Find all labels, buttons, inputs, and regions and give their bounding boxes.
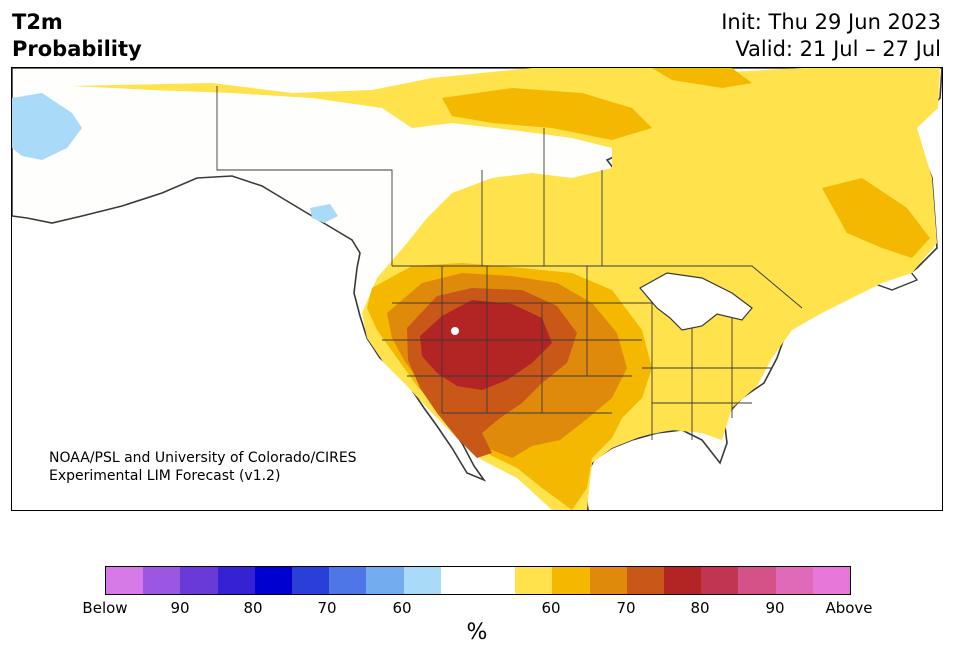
- probability-map: [11, 67, 943, 511]
- credit-text: NOAA/PSL and University of Colorado/CIRE…: [49, 449, 357, 485]
- forecast-dates: Init: Thu 29 Jun 2023 Valid: 21 Jul – 27…: [721, 9, 941, 63]
- colorbar-segment: [478, 567, 516, 594]
- colorbar-segment: [440, 567, 479, 594]
- colorbar-segment: [254, 567, 293, 594]
- colorbar-segment: [701, 567, 739, 594]
- colorbar-segment: [775, 567, 813, 594]
- above-90-region: [420, 300, 552, 390]
- colorbar-tick: 70: [317, 599, 337, 617]
- valid-dates: Valid: 21 Jul – 27 Jul: [735, 37, 941, 61]
- colorbar-segment: [143, 567, 181, 594]
- init-date: Init: Thu 29 Jun 2023: [721, 10, 941, 34]
- colorbar-segment: [626, 567, 665, 594]
- colorbar-tick: 60: [541, 599, 561, 617]
- colorbar-segment: [403, 567, 441, 594]
- colorbar-tick: 90: [765, 599, 785, 617]
- colorbar-segment: [515, 567, 553, 594]
- below-50-60-pacific: [310, 204, 338, 223]
- map-title: T2m Probability: [12, 9, 142, 63]
- quantity-label: Probability: [12, 37, 142, 61]
- colorbar-segment: [738, 567, 776, 594]
- variable-label: T2m: [12, 10, 63, 34]
- colorbar-segment: [106, 567, 144, 594]
- colorbar-segment: [366, 567, 404, 594]
- political-boundaries: [216, 86, 803, 440]
- colorbar-segment: [589, 567, 627, 594]
- colorbar-segment: [812, 567, 851, 594]
- colorbar-segment: [180, 567, 218, 594]
- colorbar-unit: %: [466, 620, 488, 645]
- colorbar: [105, 566, 851, 595]
- colorbar-tick: 70: [616, 599, 636, 617]
- colorbar-tick: 60: [392, 599, 412, 617]
- colorbar-segment: [217, 567, 255, 594]
- salt-lake-marker: [451, 327, 459, 335]
- colorbar-tick: 80: [243, 599, 263, 617]
- colorbar-tick-above: Above: [825, 599, 873, 617]
- colorbar-segment: [664, 567, 702, 594]
- colorbar-segment: [329, 567, 367, 594]
- great-lakes: [639, 272, 753, 331]
- colorbar-segment: [552, 567, 590, 594]
- colorbar-tick-below: Below: [82, 599, 128, 617]
- colorbar-segment: [292, 567, 330, 594]
- credit-line-1: NOAA/PSL and University of Colorado/CIRE…: [49, 450, 357, 466]
- colorbar-tick: 90: [170, 599, 190, 617]
- map-svg: [12, 68, 942, 510]
- credit-line-2: Experimental LIM Forecast (v1.2): [49, 468, 281, 484]
- colorbar-tick: 80: [690, 599, 710, 617]
- below-50-60-alaska: [12, 93, 82, 160]
